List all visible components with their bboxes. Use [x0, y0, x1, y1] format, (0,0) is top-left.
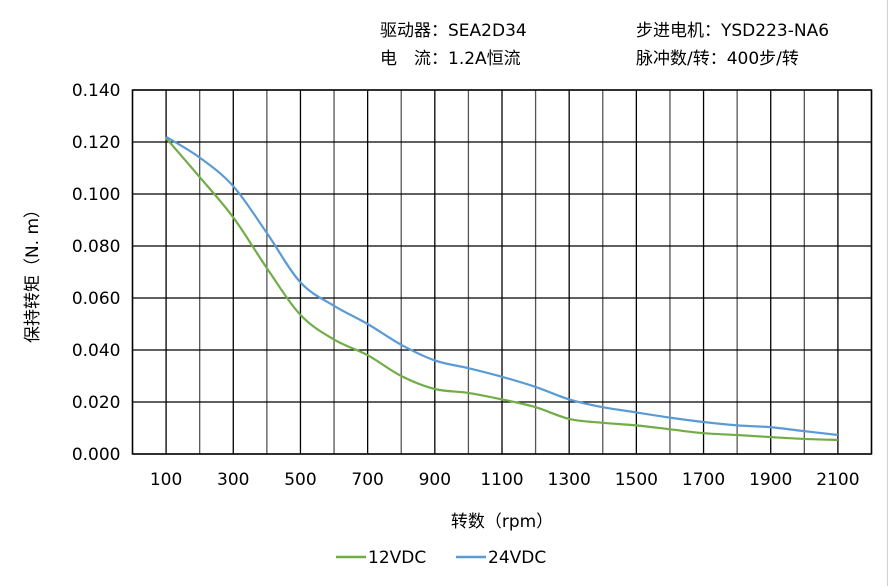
x-tick-label: 1700 [682, 470, 725, 490]
legend-label-24VDC: 24VDC [488, 548, 546, 568]
y-tick-label: 0.120 [72, 133, 121, 153]
x-tick-label: 300 [217, 470, 249, 490]
motor-label: 步进电机：YSD223-NA6 [636, 21, 830, 41]
y-tick-label: 0.100 [72, 185, 121, 205]
y-tick-label: 0.040 [72, 341, 121, 361]
y-axis-label: 保持转矩（N. m） [23, 201, 43, 343]
y-tick-label: 0.140 [72, 81, 121, 101]
x-tick-label: 2100 [816, 470, 859, 490]
x-tick-label: 1500 [615, 470, 658, 490]
y-tick-label: 0.020 [72, 393, 121, 413]
x-tick-label: 700 [351, 470, 383, 490]
y-tick-label: 0.000 [72, 445, 121, 465]
x-tick-label: 1300 [548, 470, 591, 490]
series-line-12VDC [165, 137, 838, 442]
pulses-label: 脉冲数/转：400步/转 [636, 49, 799, 69]
x-axis-label: 转数（rpm） [451, 512, 553, 532]
x-tick-label: 1100 [480, 470, 523, 490]
y-tick-label: 0.060 [72, 289, 121, 309]
current-label: 电 流：1.2A恒流 [380, 49, 521, 69]
x-tick-label: 900 [419, 470, 451, 490]
x-tick-label: 100 [150, 470, 182, 490]
x-tick-label: 500 [284, 470, 316, 490]
x-tick-label: 1900 [749, 470, 792, 490]
y-tick-label: 0.080 [72, 237, 121, 257]
legend-label-12VDC: 12VDC [368, 548, 426, 568]
series-line-24VDC [165, 135, 839, 437]
plot-border [131, 89, 873, 455]
driver-label: 驱动器：SEA2D34 [380, 21, 527, 41]
